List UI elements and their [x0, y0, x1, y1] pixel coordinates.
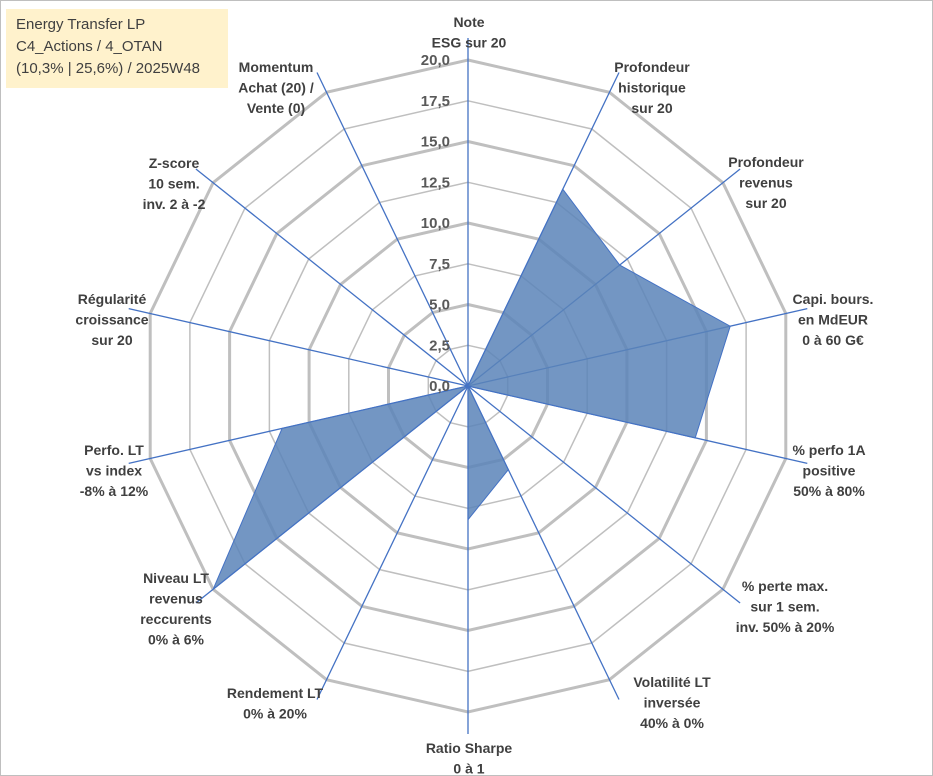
axis-label-line: 40% à 0% — [640, 715, 704, 731]
axis-label-line: 0% à 20% — [243, 706, 307, 722]
axis-label: Rendement LT 0% à 20% — [227, 685, 324, 722]
axis-spoke — [128, 307, 469, 387]
axis-label-line: Achat (20) / — [238, 80, 314, 96]
data-point — [694, 436, 697, 439]
axis-label-line: Profondeur — [728, 154, 804, 170]
info-title: Energy Transfer LP — [16, 16, 146, 33]
axis-label-line: -8% à 12% — [80, 483, 149, 499]
axis-label-line: Ratio Sharpe — [426, 740, 513, 756]
axis-label-line: Vente (0) — [247, 100, 305, 116]
axis-label-line: Capi. bours. — [793, 291, 874, 307]
axis-label-line: Momentum — [239, 59, 314, 75]
data-point — [281, 427, 284, 430]
axis-spoke — [316, 385, 469, 700]
axis-label: Capi. bours. en MdEUR 0 à 60 G€ — [793, 291, 874, 348]
data-point — [467, 518, 470, 521]
axis-label: Perfo. LT vs index -8% à 12% — [80, 442, 149, 499]
axis-label-line: 10 sem. — [148, 176, 199, 192]
axis-label-line: % perfo 1A — [792, 442, 865, 458]
tick-label: 2,5 — [429, 337, 450, 354]
axis-label-line: revenus — [739, 175, 793, 191]
axis-label-line: ESG sur 20 — [432, 35, 507, 51]
axis-label-line: inv. 50% à 20% — [736, 619, 835, 635]
info-stats: (10,3% | 25,6%) / 2025W48 — [16, 60, 200, 77]
axis-label-line: revenus — [149, 591, 203, 607]
axis-spoke — [467, 385, 741, 604]
axis-label-line: Régularité — [78, 291, 147, 307]
axis-label-line: Volatilité LT — [633, 674, 711, 690]
axis-label-line: 0 à 60 G€ — [802, 332, 864, 348]
axis-spoke — [195, 168, 469, 387]
axis-label-line: en MdEUR — [798, 312, 868, 328]
axis-label-line: sur 20 — [631, 100, 672, 116]
axis-label: Note ESG sur 20 — [432, 14, 507, 51]
axis-spoke — [316, 72, 469, 387]
axis-label-line: 0 à 1 — [453, 761, 484, 776]
tick-label: 10,0 — [421, 215, 450, 232]
data-point — [729, 325, 732, 328]
axis-label-line: vs index — [86, 463, 142, 479]
axis-label-line: positive — [803, 463, 856, 479]
axis-label: Régularité croissance sur 20 — [75, 291, 148, 348]
axis-label: Momentum Achat (20) / Vente (0) — [238, 59, 314, 116]
tick-label: 17,5 — [421, 93, 450, 110]
axis-label-line: Perfo. LT — [84, 442, 144, 458]
axis-label-line: 50% à 80% — [793, 483, 865, 499]
axis-label-line: Profondeur — [614, 59, 690, 75]
info-box: Energy Transfer LP C4_Actions / 4_OTAN (… — [6, 9, 228, 88]
data-point — [561, 188, 564, 191]
axis-label-line: historique — [618, 80, 686, 96]
data-point — [618, 264, 621, 267]
data-point — [507, 468, 510, 471]
axis-label: % perfo 1A positive 50% à 80% — [792, 442, 865, 499]
axis-label-line: % perte max. — [742, 578, 828, 594]
axis-label-line: sur 20 — [745, 195, 786, 211]
info-category: C4_Actions / 4_OTAN — [16, 38, 163, 55]
data-area — [212, 188, 731, 590]
tick-label: 20,0 — [421, 52, 450, 69]
axis-label: Volatilité LT inversée 40% à 0% — [633, 674, 711, 731]
tick-label: 0,0 — [429, 378, 450, 395]
data-point — [212, 588, 215, 591]
axis-label-line: Z-score — [149, 155, 200, 171]
axis-label-line: sur 1 sem. — [750, 599, 819, 615]
axis-label: Niveau LT revenus reccurents 0% à 6% — [140, 570, 212, 648]
tick-label: 12,5 — [421, 174, 450, 191]
tick-label: 15,0 — [421, 134, 450, 151]
axis-label-line: Rendement LT — [227, 685, 324, 701]
data-point — [467, 385, 470, 388]
axis-label-line: Niveau LT — [143, 570, 209, 586]
axis-label-line: croissance — [75, 312, 148, 328]
tick-label: 7,5 — [429, 256, 450, 273]
axis-label: Profondeur historique sur 20 — [614, 59, 690, 116]
axis-label: % perte max. sur 1 sem. inv. 50% à 20% — [736, 578, 835, 635]
tick-label: 5,0 — [429, 297, 450, 314]
axis-label: Ratio Sharpe 0 à 1 — [426, 740, 513, 776]
axis-label-line: Note — [453, 14, 484, 30]
axis-label-line: 0% à 6% — [148, 632, 205, 648]
axis-label-line: inversée — [644, 695, 701, 711]
axis-label-line: sur 20 — [91, 332, 132, 348]
axis-label-line: reccurents — [140, 611, 212, 627]
axis-label: Z-score 10 sem. inv. 2 à -2 — [143, 155, 206, 212]
axis-label-line: inv. 2 à -2 — [143, 196, 206, 212]
axis-label: Profondeur revenus sur 20 — [728, 154, 804, 211]
